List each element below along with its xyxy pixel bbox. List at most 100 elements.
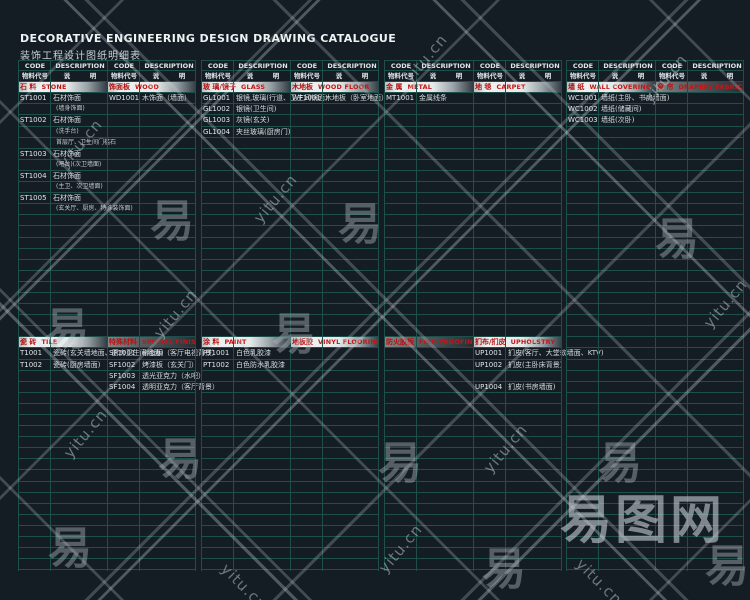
- category-label-zh: 瓷 砖: [20, 338, 37, 347]
- desc-cell: 石材饰面: [53, 116, 81, 125]
- desc-cell: [322, 526, 379, 536]
- category-label-en: WOOD FLOOR: [318, 83, 370, 92]
- code-cell: WC1003: [568, 116, 598, 125]
- code-cell: [655, 104, 687, 114]
- code-cell: [566, 504, 598, 514]
- desc-cell: 扪皮(客厅、大堂软墙面、KTV): [508, 349, 604, 358]
- code-cell: [290, 260, 322, 270]
- code-cell: [18, 504, 50, 514]
- code-cell: [566, 371, 598, 381]
- code-cell: [473, 315, 505, 325]
- desc-cell: [598, 348, 655, 358]
- desc-cell: [322, 182, 379, 192]
- desc-cell: [50, 504, 107, 514]
- code-cell: [18, 226, 50, 236]
- code-cell: [201, 249, 233, 259]
- desc-cell: [139, 115, 196, 125]
- desc-cell: [505, 271, 562, 281]
- desc-cell: [416, 470, 473, 480]
- code-cell: [473, 182, 505, 192]
- desc-cell: [416, 437, 473, 447]
- code-cell: [473, 504, 505, 514]
- desc-cell: [139, 226, 196, 236]
- desc-cell: [322, 226, 379, 236]
- desc-cell: [322, 548, 379, 558]
- code-cell: [473, 371, 505, 381]
- desc-cell: [687, 437, 744, 447]
- category-bar: 窗 帘 DRAPERY FABRICATION: [655, 82, 744, 93]
- code-cell: [566, 138, 598, 148]
- code-cell: [473, 404, 505, 414]
- desc-cell: [505, 193, 562, 203]
- desc-cell: [322, 238, 379, 248]
- code-cell: [18, 437, 50, 447]
- desc-cell: [598, 204, 655, 214]
- code-cell: [107, 160, 139, 170]
- desc-cell: [322, 315, 379, 325]
- code-cell: [201, 149, 233, 159]
- grid-vline: [561, 60, 562, 571]
- desc-cell: [416, 304, 473, 314]
- code-cell: [566, 382, 598, 392]
- code-cell: [18, 127, 50, 137]
- code-cell: [473, 426, 505, 436]
- desc-cell: [687, 304, 744, 314]
- code-cell: [18, 548, 50, 558]
- code-cell: [18, 204, 50, 214]
- code-cell: [566, 360, 598, 370]
- desc-cell: [139, 204, 196, 214]
- code-cell: [473, 459, 505, 469]
- desc-cell: [687, 482, 744, 492]
- code-cell: [655, 504, 687, 514]
- code-cell: [18, 138, 50, 148]
- desc-cell: [416, 559, 473, 569]
- header-cell: 说 明: [246, 72, 280, 81]
- desc-cell: [687, 315, 744, 325]
- code-cell: [473, 537, 505, 547]
- code-cell: [384, 293, 416, 303]
- desc-cell: [687, 149, 744, 159]
- code-cell: [201, 260, 233, 270]
- desc-cell: [416, 426, 473, 436]
- code-cell: [290, 426, 322, 436]
- code-cell: [290, 104, 322, 114]
- code-cell: [384, 260, 416, 270]
- desc-cell: [598, 504, 655, 514]
- code-cell: [201, 182, 233, 192]
- desc-cell: 金属线条: [419, 94, 447, 103]
- code-cell: [201, 326, 233, 336]
- desc-cell: [598, 271, 655, 281]
- code-cell: [201, 559, 233, 569]
- desc-cell: [50, 526, 107, 536]
- code-cell: [290, 404, 322, 414]
- desc-cell: 墙纸(主卧、书房墙面): [601, 94, 670, 103]
- code-cell: [201, 493, 233, 503]
- code-cell: [566, 482, 598, 492]
- desc-cell: [416, 393, 473, 403]
- desc-cell: [233, 470, 290, 480]
- code-cell: [18, 293, 50, 303]
- desc-cell: [139, 404, 196, 414]
- desc-cell: [416, 448, 473, 458]
- desc-cell: [322, 404, 379, 414]
- desc-cell: [50, 426, 107, 436]
- desc-cell: [322, 293, 379, 303]
- desc-cell: [233, 260, 290, 270]
- header-cell: 说 明: [63, 72, 97, 81]
- code-cell: [655, 437, 687, 447]
- desc-cell: [687, 426, 744, 436]
- header-cell: CODE: [572, 62, 594, 70]
- code-cell: [566, 404, 598, 414]
- code-cell: [18, 282, 50, 292]
- code-cell: [107, 326, 139, 336]
- code-cell: [107, 504, 139, 514]
- code-cell: [18, 537, 50, 547]
- desc-cell: [505, 515, 562, 525]
- code-cell: [473, 548, 505, 558]
- code-cell: [290, 215, 322, 225]
- code-cell: [201, 304, 233, 314]
- desc-cell: [687, 537, 744, 547]
- desc-cell: [322, 160, 379, 170]
- desc-cell: [322, 382, 379, 392]
- code-cell: [655, 537, 687, 547]
